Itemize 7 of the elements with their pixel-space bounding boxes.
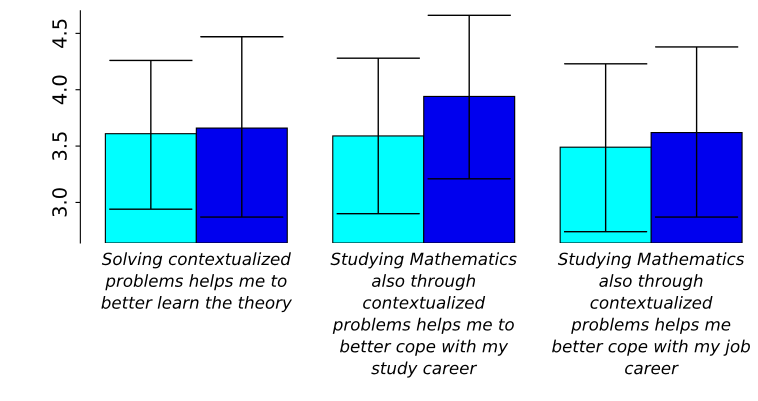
y-tick-label: 4.5 xyxy=(52,20,67,48)
y-tick-label: 3.0 xyxy=(52,188,67,216)
x-tick-label: Solving contextualized problems helps me to better learn the theory xyxy=(101,252,292,312)
x-tick-label: Studying Mathematics also through contextualized problems helps me better cope with my job career xyxy=(552,252,750,374)
x-tick-label: Studying Mathematics also through contextualized problems helps me to better cope with my study career xyxy=(330,252,517,378)
y-tick-label: 4.0 xyxy=(52,76,67,104)
y-tick-label: 3.5 xyxy=(52,132,67,160)
